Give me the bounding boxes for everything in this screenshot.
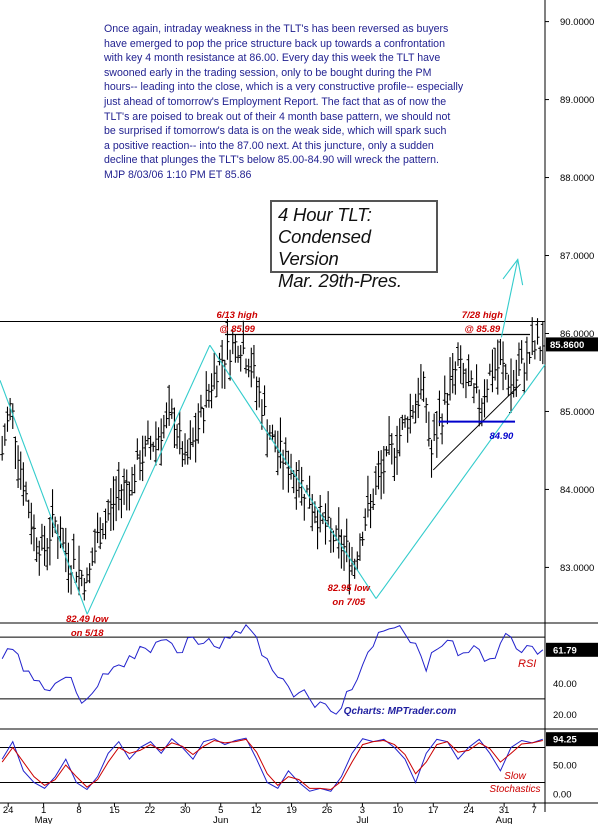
- rsi-current-label: 61.79: [553, 645, 577, 656]
- x-month-label: Jun: [213, 815, 228, 824]
- x-tick-label: 24: [3, 805, 14, 816]
- price-tick-label: 87.0000: [560, 251, 594, 262]
- commentary-line: be surprised if tomorrow's data is on th…: [104, 125, 447, 138]
- commentary-line: decline that plunges the TLT's below 85.…: [104, 154, 439, 167]
- stoch-current-box: [546, 732, 598, 747]
- commentary-line: with key 4 month resistance at 86.00. Ev…: [104, 52, 441, 65]
- axis-labels: 90.0000 89.0000 88.0000 87.0000 86.0000 85.00…: [3, 17, 598, 826]
- rsi-panel: RSI Qcharts: MPTrader.com: [0, 623, 545, 717]
- x-tick-label: 5: [218, 805, 223, 816]
- x-tick-label: 30: [180, 805, 191, 816]
- panel-frames: [0, 0, 598, 812]
- stoch-label: Slow: [504, 771, 526, 782]
- x-tick-label: 8: [76, 805, 81, 816]
- price-bars: [0, 317, 545, 601]
- price-annotation: 82.95 low: [328, 583, 371, 594]
- rsi-tick-label: 40.00: [553, 679, 577, 690]
- commentary-signature: MJP 8/03/06 1:10 PM ET 85.86: [104, 168, 252, 181]
- commentary-line: Once again, intraday weakness in the TLT…: [104, 23, 449, 35]
- price-tick-label: 86.0000: [560, 329, 594, 340]
- current-price-box: [546, 337, 598, 352]
- chart-title-box: 4 Hour TLT: Condensed Version Mar. 29th-…: [270, 200, 438, 291]
- x-tick-label: 17: [428, 805, 439, 816]
- commentary-line: have emerged to pop the price structure …: [104, 37, 445, 50]
- price-tick-label: 89.0000: [560, 95, 594, 106]
- price-tick-label: 90.0000: [560, 17, 594, 28]
- x-tick-label: 7: [531, 805, 536, 816]
- cyan-trend-line: [209, 344, 377, 599]
- price-tick-label: 83.0000: [560, 563, 594, 574]
- x-month-label: Aug: [496, 815, 513, 824]
- x-tick-label: 26: [322, 805, 333, 816]
- x-tick-label: 22: [145, 805, 156, 816]
- commentary-line: swooned early in the trading session, on…: [104, 66, 432, 79]
- stochastics-panel: Slow Stochastics: [0, 737, 545, 795]
- stoch-tick-label: 0.00: [553, 790, 572, 801]
- rsi-current-box: [546, 642, 598, 657]
- projection-arrow-line: [500, 259, 519, 338]
- price-annotation: 7/28 high: [462, 310, 503, 321]
- cyan-trend-line: [86, 344, 211, 615]
- price-tick-label: 85.0000: [560, 407, 594, 418]
- cyan-trend-line: [375, 364, 546, 599]
- price-tick-label: 88.0000: [560, 173, 594, 184]
- cyan-trend-line: [0, 380, 88, 615]
- price-annotation: 6/13 high: [216, 310, 257, 321]
- price-annotation: on 7/05: [332, 597, 365, 608]
- x-tick-label: 12: [251, 805, 262, 816]
- chart-title-line: Mar. 29th-Pres.: [278, 270, 402, 291]
- x-tick-label: 15: [109, 805, 120, 816]
- x-month-label: May: [35, 815, 53, 824]
- x-tick-label: 19: [286, 805, 297, 816]
- price-annotation: on 5/18: [71, 628, 104, 639]
- x-tick-label: 31: [499, 805, 510, 816]
- x-tick-label: 24: [463, 805, 474, 816]
- rsi-label: RSI: [518, 658, 536, 670]
- stoch-slow-line: [1, 738, 543, 791]
- rsi-line: [1, 623, 544, 715]
- x-tick-label: 1: [41, 805, 46, 816]
- x-month-label: Jul: [356, 815, 368, 824]
- commentary-line: a positive reaction-- into the 87.00 nex…: [104, 139, 434, 152]
- chart-credit: Qcharts: MPTrader.com: [344, 706, 457, 717]
- commentary-text: Once again, intraday weakness in the TLT…: [104, 22, 534, 183]
- commentary-line: just ahead of tomorrow's Employment Repo…: [104, 95, 447, 108]
- price-panel: 6/13 high @ 85.99 7/28 high @ 85.89 82.95 lo…: [0, 258, 546, 639]
- rising-trend-line: [432, 383, 521, 471]
- current-price-label: 85.8600: [550, 340, 584, 351]
- projection-arrow-head: [502, 258, 524, 286]
- rsi-tick-label: 20.00: [553, 710, 577, 721]
- price-annotation: @ 85.89: [464, 324, 500, 335]
- stoch-tick-label: 50.00: [553, 761, 577, 772]
- chart-title-line: 4 Hour TLT:: [278, 204, 372, 225]
- price-tick-label: 84.0000: [560, 485, 594, 496]
- stoch-label: Stochastics: [489, 784, 540, 795]
- stoch-current-label: 94.25: [553, 735, 577, 746]
- chart-title-line: Condensed Version: [278, 226, 371, 269]
- x-tick-label: 10: [393, 805, 404, 816]
- commentary-line: TLT's are poised to break out of their 4…: [104, 110, 451, 123]
- price-annotation: @ 85.99: [219, 324, 255, 335]
- x-tick-label: 3: [360, 805, 365, 816]
- price-annotation: 82.49 low: [66, 614, 109, 625]
- commentary-line: hours-- leading into the close, which is…: [104, 81, 464, 94]
- price-annotation: 84.90: [490, 431, 514, 442]
